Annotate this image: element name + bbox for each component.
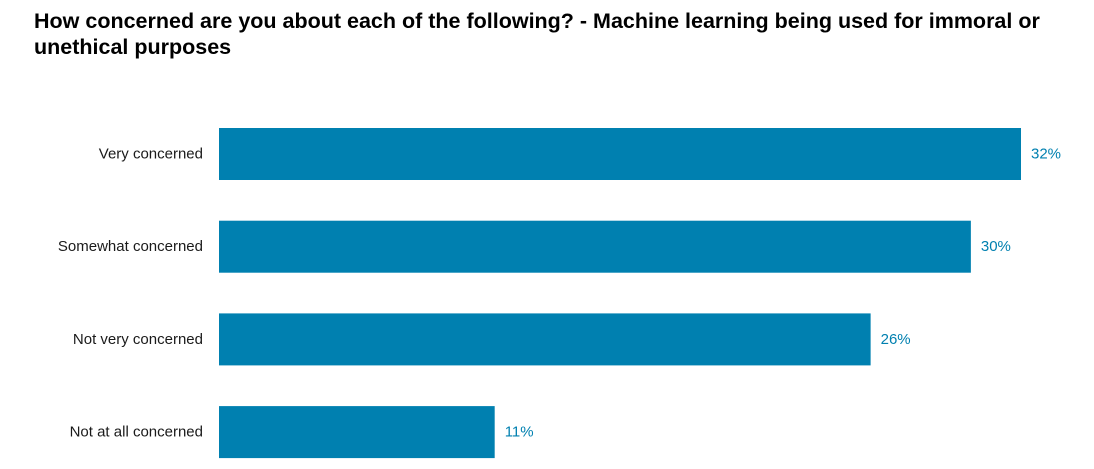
bar-somewhat-concerned (219, 220, 971, 273)
chart-title: How concerned are you about each of the … (34, 9, 1040, 59)
value-label: 26% (881, 331, 911, 348)
bar-very-concerned (219, 128, 1021, 180)
value-label: 11% (505, 424, 534, 441)
category-label: Somewhat concerned (58, 238, 203, 255)
value-label: 32% (1031, 146, 1061, 163)
category-label: Not very concerned (73, 331, 203, 348)
value-label: 30% (981, 238, 1011, 255)
category-label: Very concerned (99, 146, 203, 163)
category-label: Not at all concerned (70, 424, 203, 441)
bar-not-at-all-concerned (219, 406, 495, 459)
bar-not-very-concerned (219, 313, 871, 366)
